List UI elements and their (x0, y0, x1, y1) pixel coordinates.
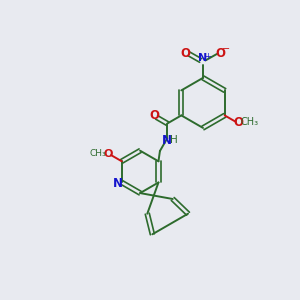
Text: +: + (204, 52, 211, 61)
Text: O: O (104, 149, 113, 159)
Text: CH₃: CH₃ (240, 117, 258, 127)
Text: O: O (181, 47, 190, 60)
Text: O: O (149, 109, 159, 122)
Text: H: H (170, 135, 178, 145)
Text: N: N (198, 53, 208, 63)
Text: O: O (233, 116, 243, 129)
Text: N: N (112, 177, 123, 190)
Text: N: N (162, 134, 172, 147)
Text: CH₃: CH₃ (90, 149, 106, 158)
Text: −: − (222, 44, 230, 54)
Text: O: O (215, 47, 225, 60)
